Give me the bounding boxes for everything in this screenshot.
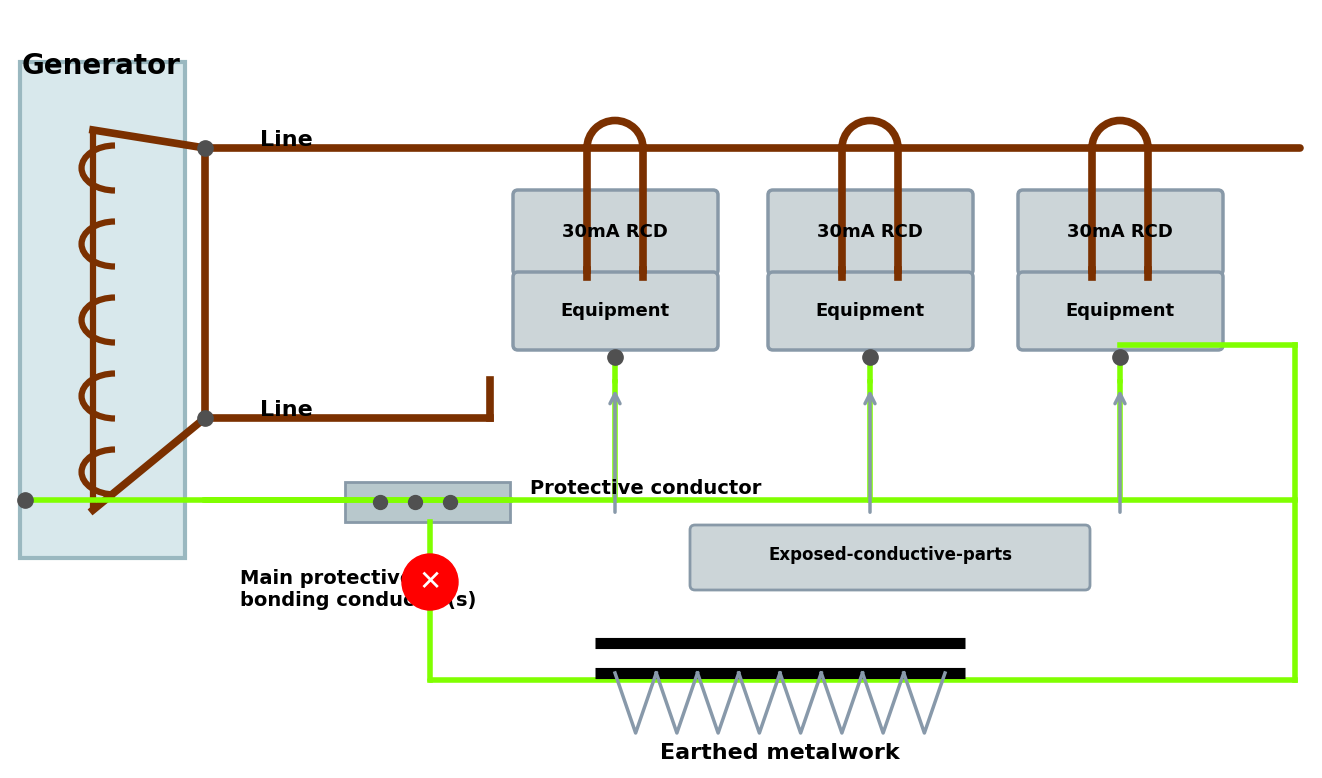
FancyBboxPatch shape [345, 482, 510, 522]
FancyBboxPatch shape [768, 190, 973, 275]
Text: Equipment: Equipment [561, 302, 669, 320]
Text: Protective conductor: Protective conductor [530, 478, 761, 497]
FancyBboxPatch shape [513, 272, 718, 350]
FancyBboxPatch shape [1018, 272, 1223, 350]
Text: ✕: ✕ [418, 568, 442, 596]
FancyBboxPatch shape [1018, 190, 1223, 275]
Text: Line: Line [260, 130, 313, 150]
Text: Main protective
bonding conductor(s): Main protective bonding conductor(s) [241, 569, 476, 611]
FancyBboxPatch shape [20, 62, 185, 558]
Text: 30mA RCD: 30mA RCD [1067, 223, 1173, 241]
Text: Earthed metalwork: Earthed metalwork [660, 743, 900, 763]
Text: Generator: Generator [22, 52, 181, 80]
Text: Equipment: Equipment [1066, 302, 1174, 320]
FancyBboxPatch shape [768, 272, 973, 350]
Text: Exposed-conductive-parts: Exposed-conductive-parts [768, 546, 1013, 564]
Text: 30mA RCD: 30mA RCD [562, 223, 668, 241]
Text: Equipment: Equipment [816, 302, 924, 320]
Text: Line: Line [260, 400, 313, 420]
FancyBboxPatch shape [690, 525, 1091, 590]
Circle shape [402, 554, 457, 610]
FancyBboxPatch shape [513, 190, 718, 275]
Text: 30mA RCD: 30mA RCD [817, 223, 923, 241]
